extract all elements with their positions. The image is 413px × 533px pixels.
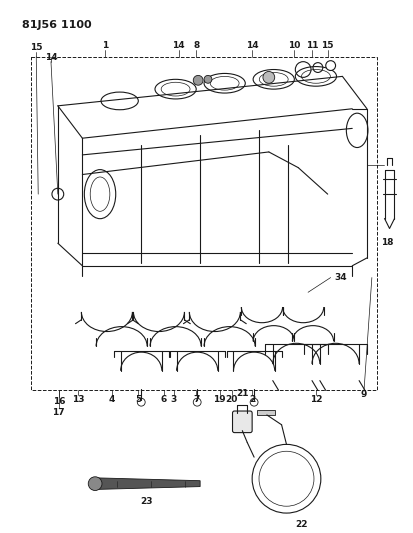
- Text: 23: 23: [140, 497, 152, 506]
- Circle shape: [204, 75, 211, 83]
- Circle shape: [193, 75, 203, 85]
- Text: 4: 4: [108, 395, 115, 405]
- Circle shape: [193, 398, 201, 406]
- Text: 81J56 1100: 81J56 1100: [21, 20, 91, 30]
- Text: 13: 13: [72, 395, 85, 405]
- Text: 15: 15: [30, 43, 43, 52]
- Text: 18: 18: [380, 238, 393, 247]
- Text: 2: 2: [248, 395, 255, 405]
- Text: 15: 15: [320, 41, 333, 50]
- Polygon shape: [92, 478, 199, 489]
- Circle shape: [262, 71, 274, 83]
- Text: 3: 3: [170, 395, 176, 405]
- Text: 34: 34: [334, 273, 347, 282]
- Text: 1: 1: [102, 41, 108, 50]
- Text: 14: 14: [245, 41, 258, 50]
- Circle shape: [88, 477, 102, 490]
- Circle shape: [52, 188, 64, 200]
- Text: 8: 8: [192, 41, 199, 50]
- Text: 21: 21: [235, 389, 248, 398]
- Text: 14: 14: [172, 41, 185, 50]
- Circle shape: [249, 398, 257, 406]
- Bar: [31, 56, 376, 390]
- Circle shape: [325, 61, 335, 70]
- Text: 22: 22: [294, 520, 307, 529]
- Text: 19: 19: [213, 395, 225, 405]
- Circle shape: [137, 398, 145, 406]
- Text: 11: 11: [305, 41, 318, 50]
- Text: 10: 10: [287, 41, 300, 50]
- Polygon shape: [256, 410, 274, 415]
- Text: 12: 12: [309, 395, 321, 405]
- Text: 5: 5: [135, 395, 141, 405]
- Text: 17: 17: [52, 408, 65, 417]
- Text: 7: 7: [192, 395, 199, 405]
- Text: 9: 9: [360, 390, 366, 399]
- FancyBboxPatch shape: [232, 411, 252, 433]
- Text: 14: 14: [45, 53, 57, 62]
- Text: 16: 16: [52, 397, 65, 406]
- Text: 6: 6: [160, 395, 166, 405]
- Text: 20: 20: [225, 395, 237, 405]
